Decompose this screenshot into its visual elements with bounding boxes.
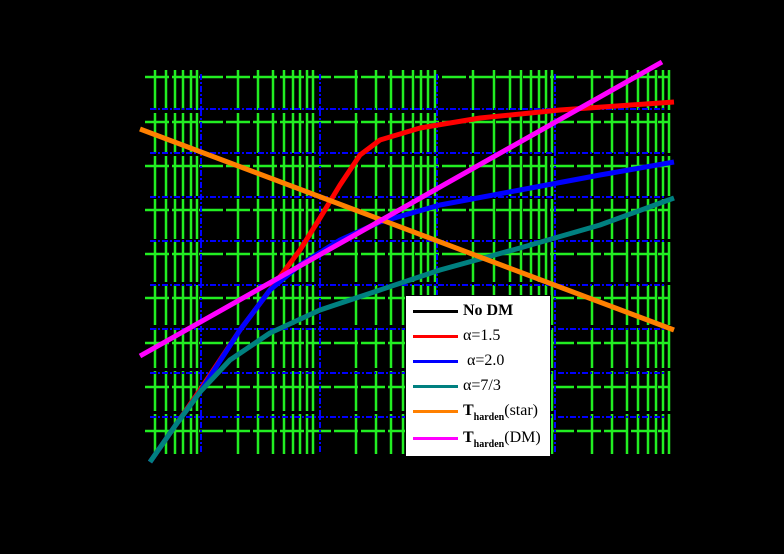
legend-item-alpha-1-5: α=1.5 — [406, 325, 552, 347]
legend-label: α=1.5 — [463, 327, 501, 344]
series-lines — [138, 59, 675, 464]
legend-swatch-tharden-star — [413, 410, 458, 413]
series-line — [147, 195, 675, 464]
legend-swatch-tharden-dm — [413, 437, 458, 440]
legend-swatch-alpha-2-0 — [413, 360, 458, 363]
legend-item-alpha-7-3: α=7/3 — [406, 375, 552, 397]
legend-swatch-no-dm — [413, 310, 458, 313]
legend-label: No DM — [463, 302, 514, 319]
legend-item-tharden-dm: Tharden(DM) — [406, 427, 552, 451]
legend-item-alpha-2-0: α=2.0 — [406, 350, 552, 372]
legend-label-rest: (DM) — [504, 429, 541, 446]
series-line — [138, 59, 664, 359]
legend-label-rest: (star) — [504, 402, 538, 419]
legend-item-tharden-star: Tharden(star) — [406, 400, 552, 424]
legend: No DM α=1.5 α=2.0 α=7/3 Tharden(star) Th… — [405, 295, 551, 457]
legend-label: α=2.0 — [463, 352, 505, 369]
legend-swatch-alpha-1-5 — [413, 335, 458, 338]
legend-label-sub: harden — [473, 439, 505, 450]
legend-label-sub: harden — [473, 412, 505, 423]
legend-swatch-alpha-7-3 — [413, 385, 458, 388]
legend-label: Tharden(star) — [463, 400, 538, 424]
series-line — [139, 126, 675, 333]
legend-label: α=7/3 — [463, 377, 501, 394]
legend-label-main: T — [463, 429, 474, 446]
legend-label: Tharden(DM) — [463, 427, 541, 451]
legend-label-main: T — [463, 402, 474, 419]
legend-item-no-dm: No DM — [406, 300, 552, 322]
